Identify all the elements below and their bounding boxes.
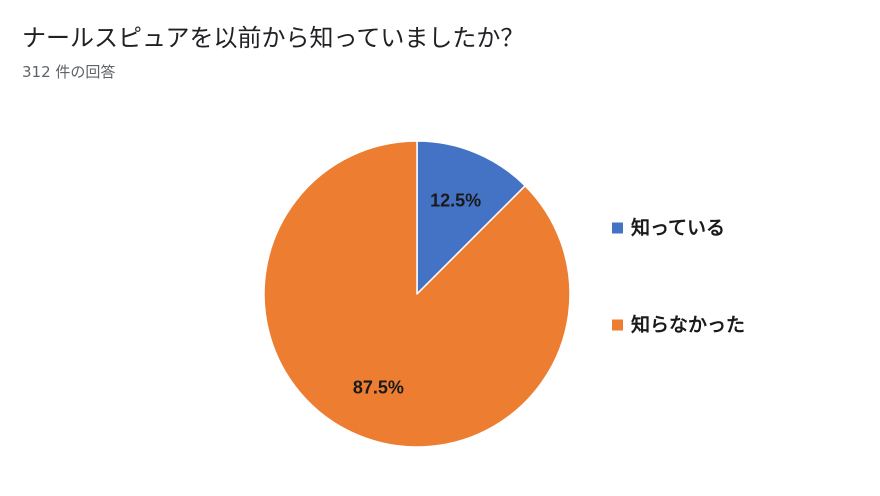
legend-label-0: 知っている [631, 216, 725, 239]
slice-percent-label-0: 12.5% [430, 191, 481, 211]
slice-percent-label-1: 87.5% [353, 377, 404, 397]
legend-item-0[interactable]: 知っている [612, 216, 725, 239]
legend-item-1[interactable]: 知らなかった [612, 313, 745, 336]
pie-slice-0[interactable] [416, 140, 526, 295]
legend-label-1: 知らなかった [631, 313, 745, 336]
response-count: 312 件の回答 [22, 63, 116, 81]
legend-swatch-1 [612, 319, 623, 331]
pie-slice-1[interactable] [263, 140, 571, 448]
pie-slices [263, 140, 571, 448]
legend-swatch-0 [612, 222, 623, 234]
question-title: ナールスピュアを以前から知っていましたか？ [22, 24, 525, 52]
pie-slice-labels: 12.5% 87.5% [353, 191, 481, 398]
